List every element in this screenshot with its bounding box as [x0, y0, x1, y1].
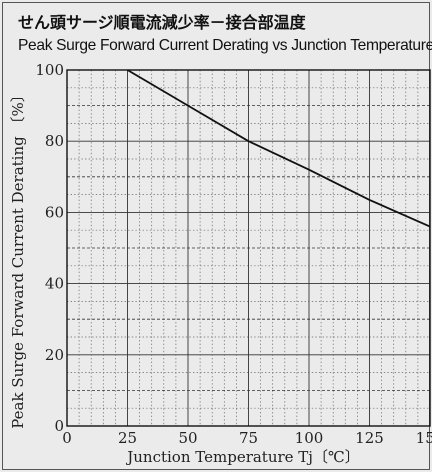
y-tick-label: 40 [45, 275, 64, 293]
x-tick-label: 75 [239, 429, 258, 447]
chart-subtitle: Peak Surge Forward Current Derating vs J… [18, 37, 432, 54]
x-tick-label: 125 [355, 429, 384, 447]
x-tick-labels: 0 25 50 75 100 125 150 [62, 429, 432, 447]
y-axis-title: Peak Surge Forward Current Derating 〔%〕 [9, 87, 27, 429]
x-tick-label: 25 [118, 429, 137, 447]
y-tick-labels: 0 20 40 60 80 100 [35, 61, 64, 435]
x-tick-label: 100 [295, 429, 324, 447]
y-tick-label: 100 [35, 61, 64, 79]
derating-curve [127, 69, 431, 228]
y-tick-label: 80 [45, 132, 64, 150]
x-tick-label: 150 [416, 429, 432, 447]
x-tick-label: 0 [62, 429, 72, 447]
y-tick-label: 20 [45, 346, 64, 364]
x-axis-title: Junction Temperature Tj〔℃〕 [125, 448, 360, 466]
series-layer [127, 69, 431, 228]
major-grid [67, 70, 430, 426]
y-tick-label: 0 [54, 417, 64, 435]
chart-title: せん頭サージ順電流減少率－接合部温度 [18, 13, 306, 32]
x-tick-label: 50 [178, 429, 197, 447]
y-tick-label: 60 [45, 203, 64, 221]
plot-border [66, 69, 431, 427]
